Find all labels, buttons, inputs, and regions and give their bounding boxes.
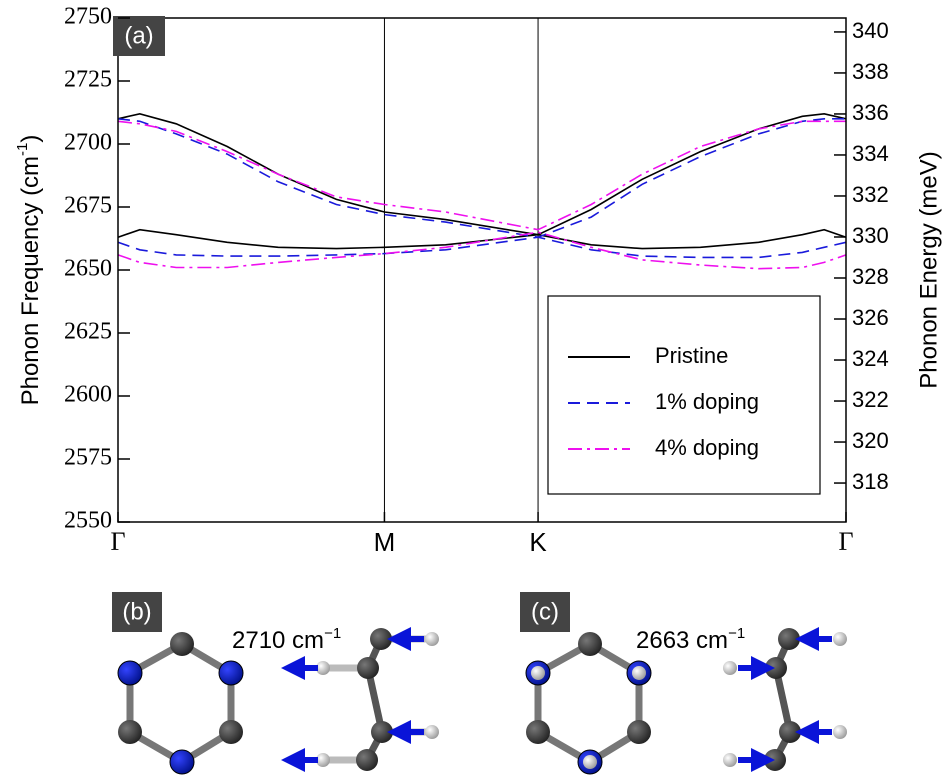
y2-tick-label: 336	[852, 100, 889, 125]
frequency-sup: −1	[728, 625, 745, 642]
atom	[118, 661, 142, 685]
series-line	[118, 114, 846, 235]
atom	[219, 720, 243, 744]
y2-tick-label: 330	[852, 223, 889, 248]
y2-tick-label: 326	[852, 305, 889, 330]
atom	[170, 750, 194, 774]
ring-bonds	[130, 644, 231, 762]
atom	[531, 666, 545, 680]
series-line	[118, 230, 846, 249]
series-line	[118, 232, 846, 269]
y-tick-label: 2750	[64, 4, 112, 30]
diagram-c: (c) 2663 cm−1	[520, 592, 847, 774]
panel-label: (c)	[531, 598, 559, 625]
x-tick-label: K	[529, 527, 547, 557]
y-tick-label: 2600	[64, 382, 112, 408]
atom	[118, 720, 142, 744]
y-tick-label: 2725	[64, 67, 112, 93]
y2-tick-label: 320	[852, 428, 889, 453]
panel-label: (b)	[122, 598, 151, 625]
y-tick-label: 2625	[64, 319, 112, 345]
displacement-arrows	[302, 639, 424, 760]
y2-tick-label: 334	[852, 141, 889, 166]
y2-tick-label: 324	[852, 346, 889, 371]
frequency-sup: −1	[324, 625, 341, 642]
y2-tick-label: 322	[852, 387, 889, 412]
atom	[219, 661, 243, 685]
legend: Pristine 1% doping 4% doping	[548, 296, 820, 494]
y2-tick-label: 338	[852, 59, 889, 84]
y2-tick-label: 328	[852, 264, 889, 289]
y-axis-label-sup: -1	[14, 143, 31, 156]
y-axis-label-end: )	[17, 135, 44, 143]
y-tick-label: 2675	[64, 193, 112, 219]
atom	[627, 720, 651, 744]
legend-label: Pristine	[655, 343, 728, 368]
y2-tick-label: 332	[852, 182, 889, 207]
frequency-label: 2710 cm−1	[232, 625, 341, 654]
atom	[583, 755, 597, 769]
diagram-b: (b) 2710 cm−1	[112, 592, 439, 774]
ring-bonds	[538, 644, 639, 762]
x-tick-label: M	[374, 527, 396, 557]
y2-tick-label: 318	[852, 469, 889, 494]
atom	[170, 632, 194, 656]
y-axis-label-main: Phonon Frequency (cm	[17, 156, 44, 405]
panel-label: (a)	[124, 22, 153, 49]
figure: (a) Phonon Frequency (cm-1) Phonon Energ…	[0, 0, 949, 776]
frequency-value: 2710 cm	[232, 627, 324, 654]
y-tick-label: 2700	[64, 130, 112, 156]
y-tick-label: 2575	[64, 445, 112, 471]
y2-tick-label: 340	[852, 18, 889, 43]
atom	[526, 720, 550, 744]
y-tick-label: 2550	[64, 508, 112, 534]
atom	[578, 632, 602, 656]
y-axis-label: Phonon Frequency (cm-1)	[14, 135, 44, 406]
frequency-label: 2663 cm−1	[636, 625, 745, 654]
atom	[632, 666, 646, 680]
y-tick-label: 2650	[64, 256, 112, 282]
frequency-value: 2663 cm	[636, 627, 728, 654]
legend-label: 4% doping	[655, 435, 759, 460]
y2-axis-label: Phonon Energy (meV)	[915, 151, 942, 388]
x-tick-label: Γ	[838, 527, 853, 556]
x-tick-label: Γ	[110, 527, 125, 556]
legend-label: 1% doping	[655, 389, 759, 414]
